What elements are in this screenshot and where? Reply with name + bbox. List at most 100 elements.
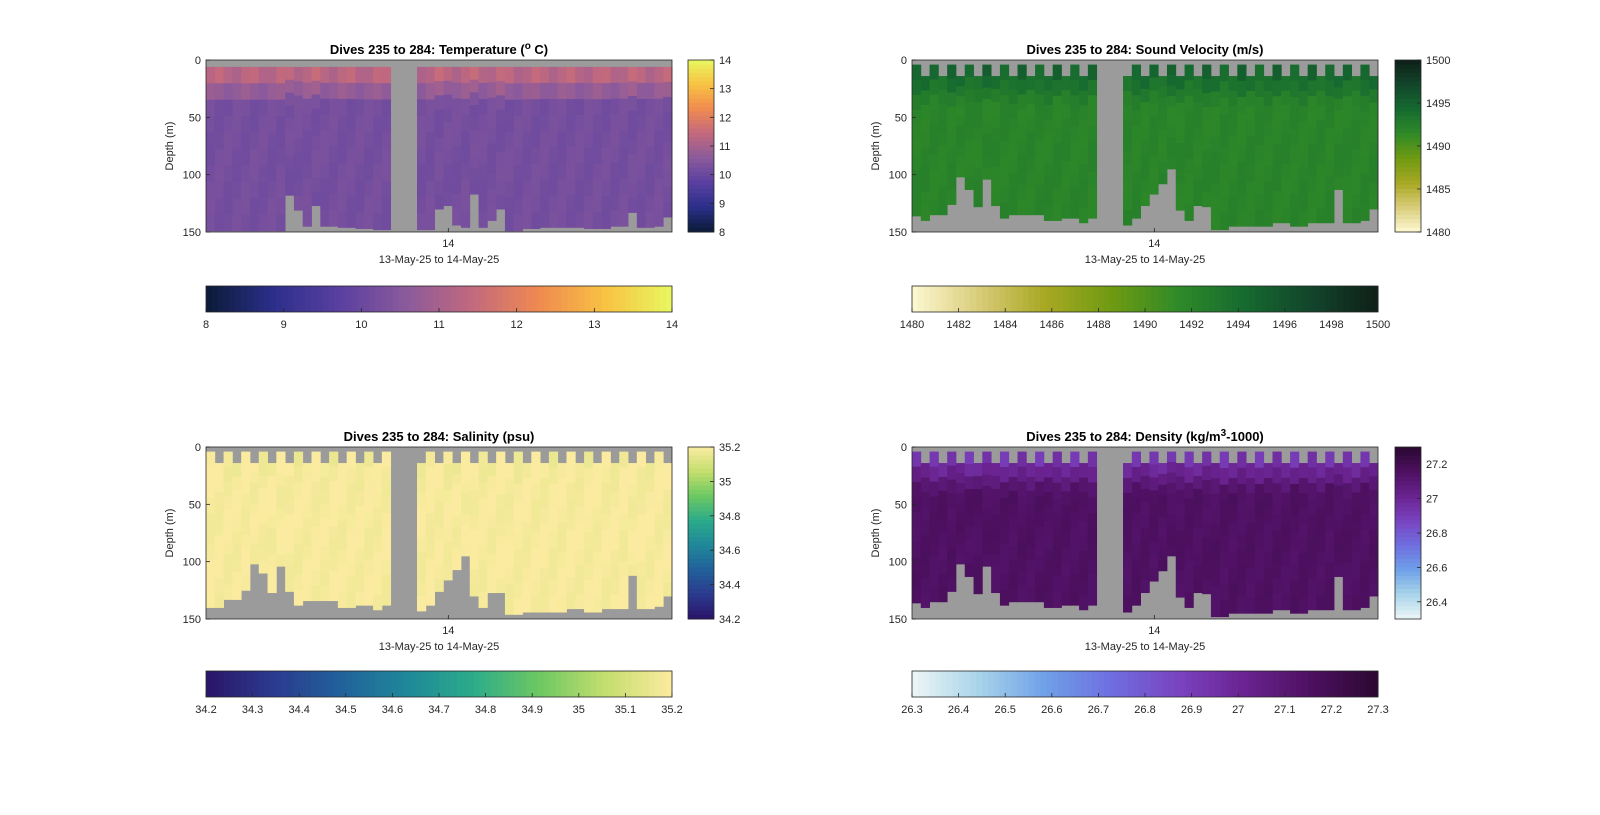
dens-cell [1210, 463, 1221, 479]
dens-xlabel: 13-May-25 to 14-May-25 [1085, 641, 1205, 653]
temp-cell [311, 94, 321, 109]
sv-cell [1052, 189, 1062, 206]
sal-cell [373, 492, 383, 508]
temp-cell [443, 150, 453, 165]
temp-cell [329, 114, 339, 132]
temp-bottom-colorbar-swatch [631, 286, 638, 312]
dens-cell [929, 571, 939, 588]
sv-cell [1140, 192, 1150, 207]
dens-cell [1369, 582, 1379, 597]
sv-cell [1351, 120, 1361, 136]
sv-cell [920, 76, 930, 91]
dens-cell [1175, 570, 1185, 585]
dens-side-colorbar-swatch [1395, 524, 1421, 530]
sv-cell [1017, 109, 1027, 126]
sv-cell [1351, 90, 1361, 106]
sal-bottom-colorbar-swatch [648, 671, 656, 697]
temp-bottom-colorbar-swatch [229, 286, 236, 312]
sv-cell [1237, 129, 1247, 146]
temp-side-colorbar-swatch [688, 103, 714, 108]
temp-cell [654, 66, 664, 84]
sv-cell [1360, 80, 1370, 97]
temp-cell [452, 161, 462, 179]
dens-cell [1061, 519, 1071, 535]
dens-cell [1131, 482, 1141, 499]
temp-cell [557, 211, 567, 228]
sal-cell [302, 490, 312, 505]
dens-cell [1210, 555, 1221, 572]
sv-cell [1369, 89, 1379, 104]
sv-cell [1210, 76, 1221, 92]
temp-cell [610, 66, 620, 84]
dens-cell [1325, 578, 1335, 595]
sal-cell [293, 528, 304, 545]
sv-bottom-colorbar-swatch [1051, 286, 1059, 312]
sv-cell [1272, 64, 1282, 81]
temp-cell [522, 180, 532, 197]
temp-cell [232, 198, 242, 215]
sal-cell [373, 580, 383, 596]
dens-cell [1008, 532, 1018, 547]
dens-cell [1254, 467, 1265, 485]
dens-cell [973, 580, 983, 595]
sv-cell [938, 145, 948, 160]
sal-side-colorbar-swatch [688, 614, 714, 620]
temp-cell [566, 179, 576, 196]
temp-cell [531, 83, 541, 100]
dens-cell [1298, 598, 1309, 614]
temp-side-colorbar-swatch [688, 167, 714, 173]
sv-cell [1316, 208, 1326, 224]
dens-cell [1052, 451, 1062, 468]
sal-side-colorbar-swatch [688, 537, 714, 543]
dens-cell [1008, 490, 1018, 506]
sal-cell [601, 467, 611, 484]
sv-cell [1079, 76, 1089, 92]
dens-cell [1272, 451, 1282, 468]
temp-cell [311, 108, 321, 123]
temp-cell [496, 81, 506, 96]
dens-cell [1166, 545, 1177, 557]
temp-cell [364, 163, 374, 181]
sv-cell [1079, 178, 1089, 194]
sal-cell [223, 525, 233, 541]
sal-cell [443, 515, 453, 530]
temp-cell [241, 83, 251, 101]
temp-bottom-colorbar-swatch [421, 286, 428, 312]
temp-bottom-colorbar-swatch [654, 286, 661, 312]
sv-cell [1202, 178, 1212, 193]
sv-cell [1008, 159, 1018, 174]
dens-bottom-colorbar-swatch [1337, 671, 1344, 697]
dens-bottom-colorbar-swatch [1069, 671, 1076, 697]
dens-cell [1052, 482, 1062, 499]
sal-cell [276, 554, 286, 567]
dens-cell [929, 511, 939, 528]
sal-cell [610, 594, 620, 610]
sal-cell [276, 520, 286, 533]
temp-cell [425, 132, 435, 149]
temp-cell [469, 130, 479, 144]
temp-side-colorbar-label: 10 [719, 170, 731, 182]
sv-cell [1158, 162, 1168, 174]
dens-bottom-colorbar-swatch [1110, 671, 1117, 697]
dens-cell [1166, 472, 1177, 484]
dens-cell [947, 451, 957, 466]
sv-cell [1369, 182, 1379, 197]
dens-cell [1061, 534, 1071, 549]
sv-cell [1061, 161, 1071, 176]
dens-cell [1360, 467, 1370, 484]
temp-cell [487, 174, 497, 191]
sal-cell [206, 482, 216, 499]
sal-cell [628, 519, 638, 531]
dens-bottom-colorbar-swatch [1057, 671, 1064, 697]
sal-cell [575, 463, 585, 479]
sal-cell [513, 484, 523, 501]
dens-cell [947, 465, 957, 480]
temp-cell [592, 212, 603, 229]
dens-side-colorbar-swatch [1395, 545, 1421, 551]
sal-cell [311, 555, 321, 572]
sal-bottom-colorbar-swatch [619, 671, 626, 697]
dens-cell [1307, 451, 1317, 468]
temp-cell [241, 148, 251, 166]
dens-cell [1254, 516, 1265, 533]
